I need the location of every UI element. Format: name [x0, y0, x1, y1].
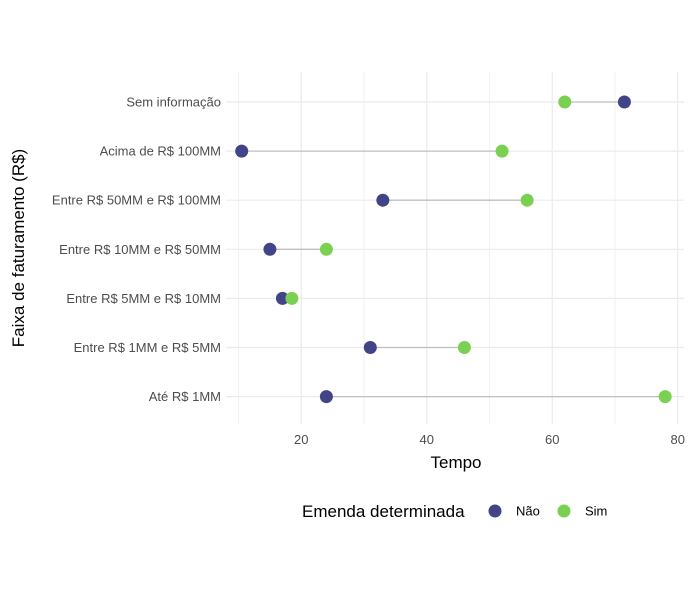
y-tick-label: Sem informação — [126, 95, 221, 110]
x-tick-label: 40 — [420, 432, 434, 447]
data-point-sim — [457, 341, 471, 354]
y-tick-label: Entre R$ 10MM e R$ 50MM — [59, 242, 221, 257]
legend-label: Não — [516, 504, 540, 519]
data-point-nao — [275, 291, 289, 305]
x-axis-ticks: 20 40 60 80 — [294, 432, 685, 447]
legend-key — [488, 504, 502, 518]
data-point-nao — [319, 390, 333, 404]
data-point-nao — [363, 341, 377, 354]
legend-key — [557, 504, 571, 518]
x-tick-label: 20 — [294, 432, 308, 447]
y-tick-label: Entre R$ 5MM e R$ 10MM — [66, 291, 221, 306]
data-point-sim — [558, 95, 572, 109]
y-tick-label: Entre R$ 1MM e R$ 5MM — [74, 340, 221, 355]
legend: Emenda determinada Não Sim — [302, 502, 607, 521]
data-points — [235, 95, 672, 404]
y-tick-label: Acima de R$ 100MM — [100, 144, 221, 159]
legend-title: Emenda determinada — [302, 502, 465, 521]
data-point-sim — [319, 242, 333, 256]
data-point-nao — [617, 95, 631, 109]
connectors — [241, 101, 666, 398]
x-axis-title: Tempo — [430, 453, 481, 472]
y-tick-label: Entre R$ 50MM e R$ 100MM — [52, 193, 221, 208]
data-point-sim — [520, 193, 534, 207]
x-tick-label: 60 — [545, 432, 559, 447]
legend-label: Sim — [585, 504, 607, 519]
data-point-nao — [235, 144, 249, 158]
x-tick-label: 80 — [670, 432, 684, 447]
grid — [226, 72, 684, 424]
y-tick-label: Até R$ 1MM — [149, 389, 221, 404]
data-point-nao — [263, 242, 277, 256]
data-point-sim — [495, 144, 509, 158]
y-axis-title: Faixa de faturamento (R$) — [9, 149, 28, 347]
data-point-nao — [376, 193, 390, 207]
data-point-sim — [658, 390, 672, 404]
data-point-sim — [285, 291, 299, 305]
y-axis-ticks: Sem informação Acima de R$ 100MM Entre R$ … — [52, 95, 221, 405]
